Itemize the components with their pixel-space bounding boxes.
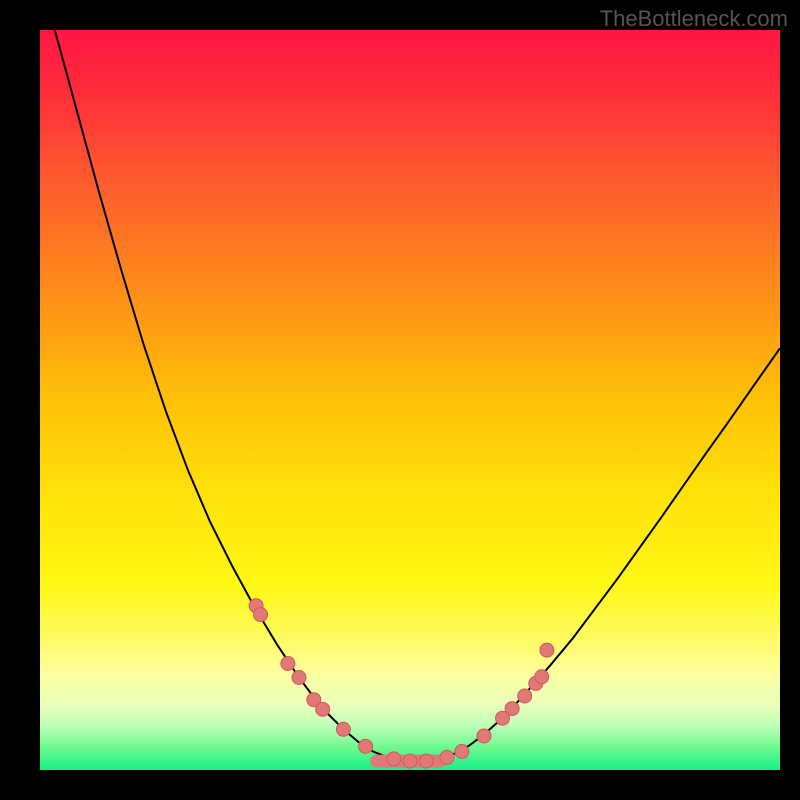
- data-marker: [535, 670, 549, 684]
- data-marker: [403, 754, 417, 768]
- bottleneck-curve-chart: [0, 0, 800, 800]
- plot-background: [40, 30, 780, 770]
- data-marker: [359, 739, 373, 753]
- data-marker: [316, 702, 330, 716]
- data-marker: [455, 745, 469, 759]
- chart-container: TheBottleneck.com: [0, 0, 800, 800]
- data-marker: [387, 752, 401, 766]
- data-marker: [440, 750, 454, 764]
- data-marker: [419, 754, 433, 768]
- data-marker: [518, 689, 532, 703]
- data-marker: [477, 729, 491, 743]
- data-marker: [336, 722, 350, 736]
- data-marker: [281, 656, 295, 670]
- data-marker: [505, 702, 519, 716]
- data-marker: [540, 643, 554, 657]
- data-marker: [254, 608, 268, 622]
- watermark-text: TheBottleneck.com: [600, 6, 788, 32]
- data-marker: [292, 671, 306, 685]
